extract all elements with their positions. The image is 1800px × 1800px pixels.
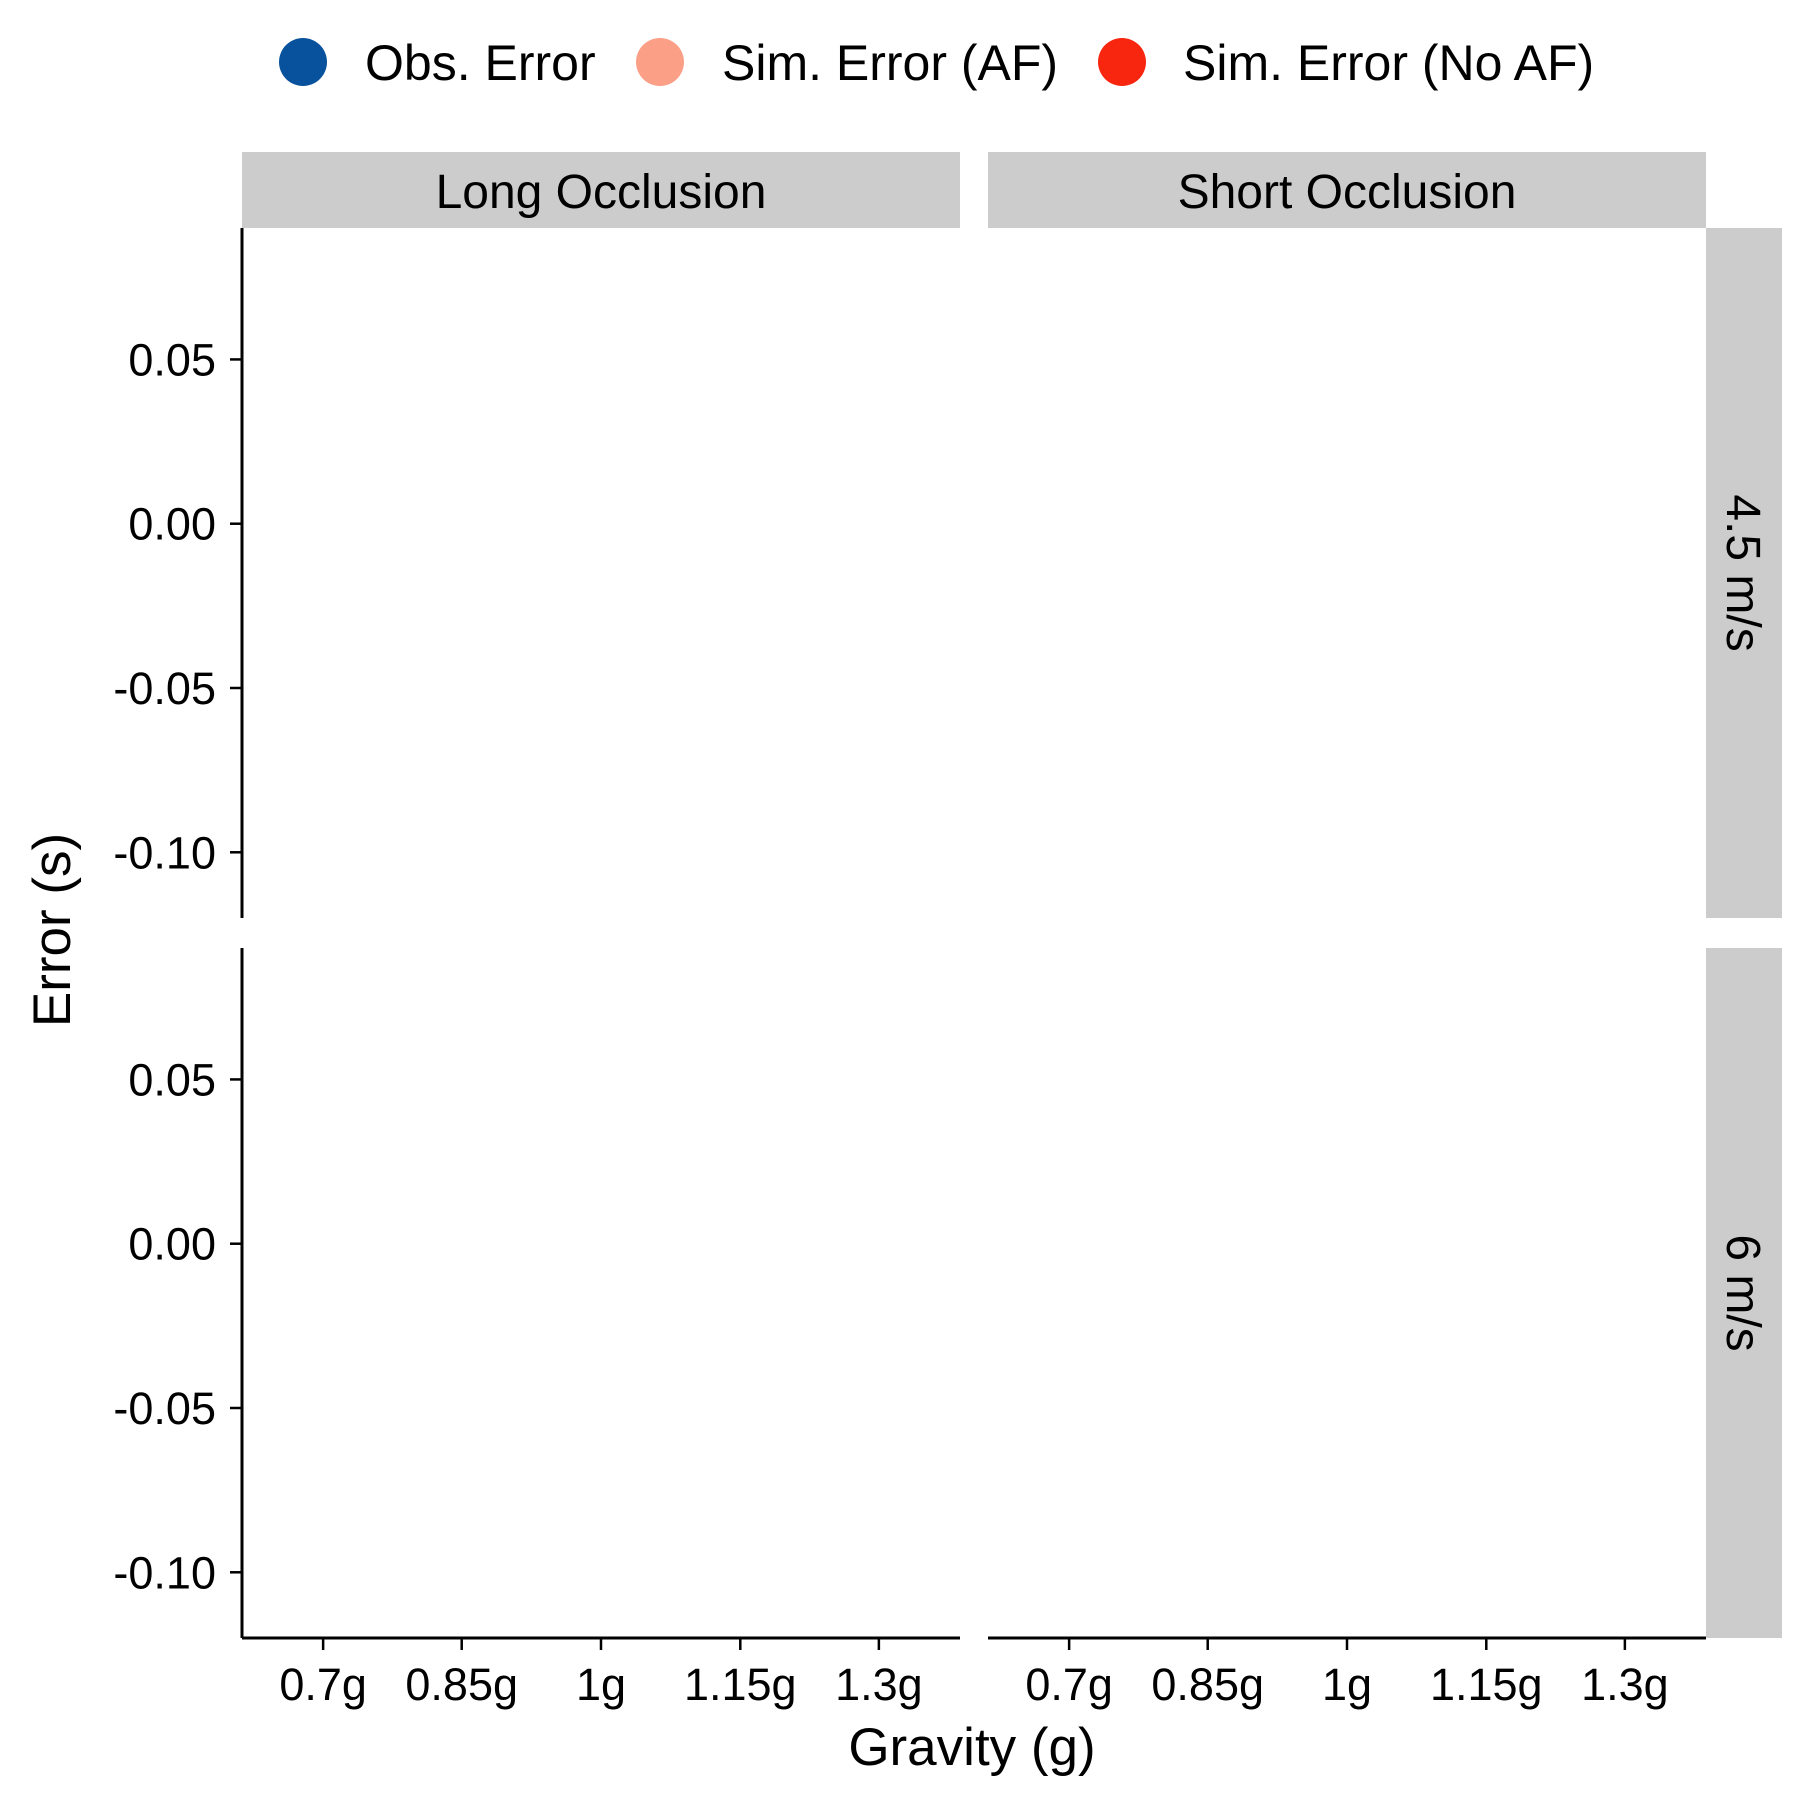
panel-r2-c2 bbox=[988, 948, 1706, 1638]
x-tick-label: 0.85g bbox=[1151, 1659, 1264, 1710]
y-tick-label: 0.05 bbox=[128, 1054, 216, 1105]
legend-key-2 bbox=[636, 38, 684, 86]
legend-item: Sim. Error (AF) bbox=[636, 35, 1058, 91]
panel-r2-c1 bbox=[242, 948, 960, 1638]
y-tick-label: 0.00 bbox=[128, 1219, 216, 1270]
row-strip bbox=[1706, 948, 1782, 1638]
facet-panels bbox=[242, 228, 1706, 1638]
y-tick-label: -0.05 bbox=[113, 663, 216, 714]
facet-strips: Long Occlusion Short Occlusion 4.5 m/s 6 m/… bbox=[242, 152, 1782, 1638]
legend-label: Sim. Error (AF) bbox=[722, 35, 1058, 91]
y-tick-label: -0.10 bbox=[113, 827, 216, 878]
legend-key-1 bbox=[279, 38, 327, 86]
panel-r1-c2 bbox=[988, 228, 1706, 918]
x-tick-label: 1.3g bbox=[1581, 1659, 1669, 1710]
column-strip bbox=[988, 152, 1706, 228]
y-tick-label: -0.10 bbox=[113, 1547, 216, 1598]
x-tick-label: 1g bbox=[576, 1659, 626, 1710]
column-strip-label: Long Occlusion bbox=[436, 166, 767, 219]
x-tick-label: 1.3g bbox=[835, 1659, 923, 1710]
column-strip bbox=[242, 152, 960, 228]
panel-r1-c1 bbox=[242, 228, 960, 918]
legend-item: Obs. Error bbox=[279, 35, 596, 91]
y-axis-title: Error (s) bbox=[23, 833, 82, 1027]
row-strip-label: 6 m/s bbox=[1716, 1234, 1769, 1351]
y-tick-label: 0.00 bbox=[128, 499, 216, 550]
row-strip-label: 4.5 m/s bbox=[1716, 494, 1769, 651]
legend: Obs. Error Sim. Error (AF) Sim. Error (No … bbox=[279, 35, 1594, 91]
legend-label: Obs. Error bbox=[365, 35, 596, 91]
x-tick-label: 1.15g bbox=[1430, 1659, 1543, 1710]
x-tick-label: 1.15g bbox=[684, 1659, 797, 1710]
legend-key-3 bbox=[1098, 38, 1146, 86]
axes: 0.05 0.00 -0.05 -0.10 0.05 0.00 -0.05 -0.10 0.7g… bbox=[113, 228, 1706, 1710]
legend-label: Sim. Error (No AF) bbox=[1183, 35, 1594, 91]
column-strip-label: Short Occlusion bbox=[1178, 166, 1517, 219]
x-tick-label: 0.85g bbox=[405, 1659, 518, 1710]
x-axis-title: Gravity (g) bbox=[848, 1718, 1095, 1777]
row-strip bbox=[1706, 228, 1782, 918]
y-tick-label: -0.05 bbox=[113, 1383, 216, 1434]
legend-item: Sim. Error (No AF) bbox=[1098, 35, 1594, 91]
x-tick-label: 0.7g bbox=[1025, 1659, 1113, 1710]
x-tick-label: 1g bbox=[1322, 1659, 1372, 1710]
y-tick-label: 0.05 bbox=[128, 334, 216, 385]
x-tick-label: 0.7g bbox=[279, 1659, 367, 1710]
